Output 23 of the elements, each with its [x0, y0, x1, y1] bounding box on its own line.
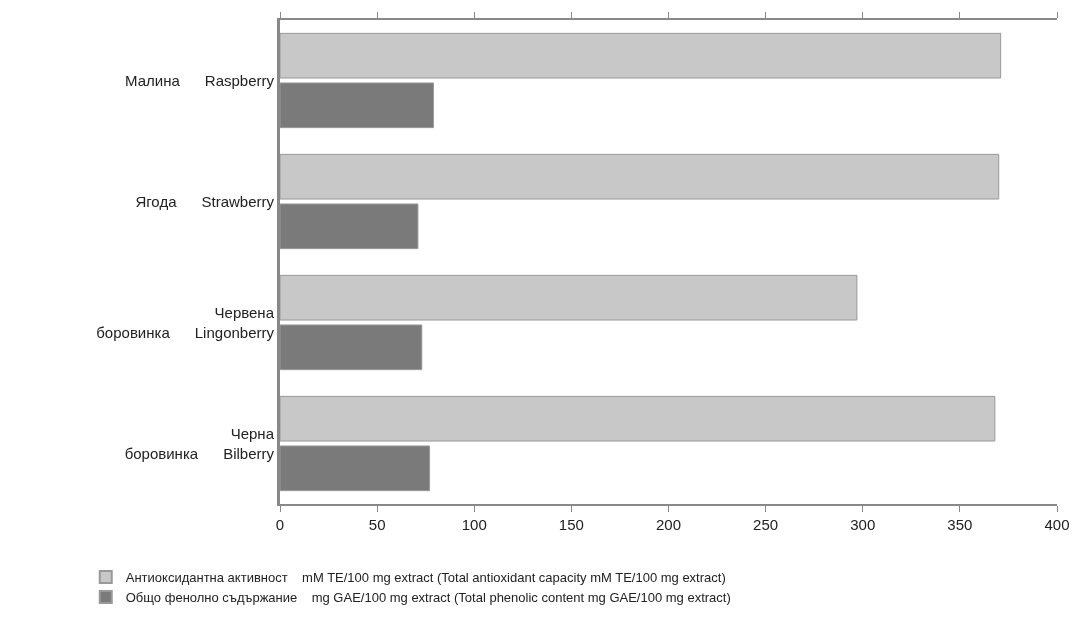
x-tick-label: 0 — [275, 516, 285, 533]
y-tick-label: Червена боровинка Lingonberry — [96, 304, 275, 341]
bar — [280, 445, 431, 492]
y-tick-label: Черна боровинка Bilberry — [124, 425, 275, 462]
x-tick-label: 400 — [1044, 516, 1070, 533]
bar — [280, 203, 419, 250]
legend-label: Общо фенолно съдържание mg GAE/100 mg extract (Total phenolic content mg GAE/100 mg extract) — [125, 590, 731, 605]
x-tick-label: 250 — [753, 516, 779, 533]
x-tick-label: 350 — [947, 516, 973, 533]
x-tick-label: 100 — [461, 516, 487, 533]
bar — [280, 153, 1000, 200]
legend-label: Антиоксидантна активност mM TE/100 mg extract (Total antioxidant capacity mM TE/100 mg extract) — [125, 570, 726, 586]
x-tick-label: 200 — [655, 516, 682, 533]
x-tick-label: 50 — [368, 516, 386, 533]
x-tick-label: 300 — [850, 516, 876, 533]
bar — [280, 32, 1002, 79]
x-tick-label: 150 — [558, 516, 584, 533]
bar — [280, 324, 423, 371]
y-tick-label: Ягода Strawberry — [135, 192, 275, 210]
bar — [280, 274, 858, 321]
bar — [280, 82, 434, 129]
y-tick-label: Малина Raspberry — [125, 71, 275, 89]
bar — [280, 395, 996, 442]
